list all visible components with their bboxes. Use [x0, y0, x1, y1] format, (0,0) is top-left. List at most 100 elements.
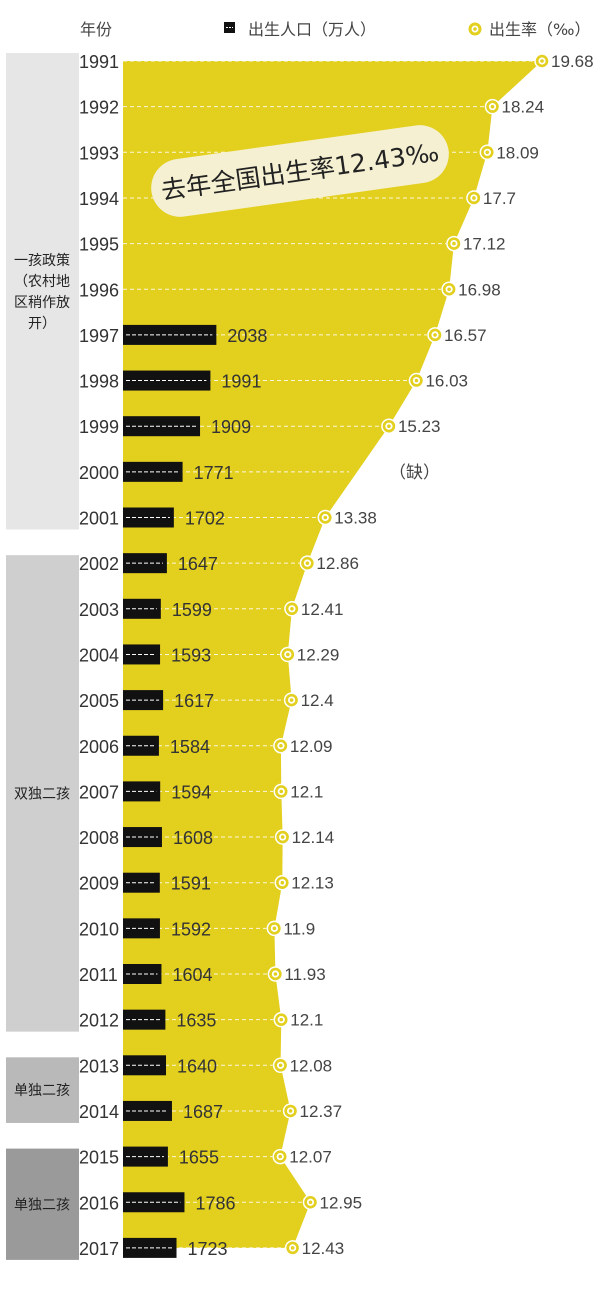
rate-value-label: 13.38: [334, 509, 377, 528]
rate-value-label: 17.7: [483, 189, 516, 208]
year-label: 2017: [79, 1239, 119, 1259]
rate-marker: [446, 235, 462, 252]
population-bar: [123, 416, 201, 437]
rate-marker-dot: [323, 515, 328, 520]
rate-marker: [283, 692, 300, 708]
rate-marker: [282, 1103, 299, 1119]
rate-value-label: 12.08: [290, 1056, 333, 1075]
year-label: 1998: [79, 372, 119, 392]
year-label: 2003: [79, 600, 119, 620]
rate-value-label: 12.1: [290, 782, 323, 801]
policy-band: [6, 1148, 79, 1260]
rate-value-label: 12.4: [301, 691, 334, 710]
rate-value-label: 16.57: [444, 326, 487, 345]
policy-label: 区稍作放: [14, 295, 70, 311]
rate-value-label: 17.12: [463, 235, 506, 254]
rate-marker-dot: [387, 424, 391, 429]
rate-marker: [272, 1057, 289, 1074]
rate-marker: [273, 738, 289, 754]
rate-area-shape: [123, 61, 543, 1248]
population-value-label: 1617: [174, 691, 214, 711]
rate-marker-dot: [289, 698, 294, 702]
population-value-label: 1723: [188, 1239, 228, 1259]
policy-label: 开）: [28, 316, 56, 332]
rate-marker: [441, 281, 457, 297]
rate-marker-dot: [433, 333, 437, 337]
year-label: 1999: [79, 417, 119, 437]
rate-marker: [272, 1148, 288, 1165]
year-label: 2012: [79, 1011, 119, 1031]
rate-value-label: 16.03: [425, 372, 468, 391]
population-value-label: 1584: [170, 737, 210, 757]
rate-marker-dot: [278, 1063, 283, 1068]
rate-marker: [381, 418, 397, 434]
population-value-label: 1702: [185, 509, 225, 529]
year-label: 2008: [79, 828, 119, 848]
rate-marker-dot: [280, 835, 285, 839]
population-value-label: 1687: [183, 1102, 223, 1122]
rate-value-label: 12.43: [302, 1239, 345, 1258]
policy-band: [6, 53, 79, 530]
rate-value-label: 12.41: [301, 600, 344, 619]
year-label: 1994: [79, 189, 119, 209]
rate-marker-dot: [290, 1246, 295, 1250]
year-label: 2005: [79, 691, 119, 711]
rate-marker-dot: [472, 196, 476, 200]
year-label: 1997: [79, 326, 119, 346]
rate-marker-dot: [278, 1154, 283, 1159]
population-value-label: 1599: [172, 600, 212, 620]
rate-marker-dot: [279, 1017, 284, 1022]
rate-legend-label: 出生率（‰）: [489, 20, 590, 39]
year-label: 2009: [79, 874, 119, 894]
year-label: 2001: [79, 509, 119, 529]
rate-marker-dot: [540, 59, 544, 63]
year-label: 2004: [79, 645, 119, 665]
rate-marker-dot: [288, 1109, 293, 1113]
rate-value-label: 12.86: [316, 554, 359, 573]
rate-marker-dot: [447, 287, 451, 292]
rate-marker-dot: [485, 150, 490, 155]
rate-marker: [284, 1240, 301, 1256]
rate-marker: [534, 53, 550, 69]
population-bar: [123, 370, 211, 391]
policy-label: 单独二孩: [14, 1197, 70, 1213]
rate-marker: [427, 327, 443, 343]
rate-marker-dot: [273, 972, 278, 976]
rate-value-label: 19.68: [551, 52, 594, 71]
rate-marker-dot: [272, 926, 277, 931]
policy-label: 双独二孩: [14, 786, 70, 802]
population-value-label: 1991: [221, 372, 261, 392]
population-value-label: 1655: [179, 1148, 219, 1168]
rate-marker-dot: [452, 241, 456, 246]
rate-marker-dot: [490, 104, 495, 109]
rate-marker: [484, 98, 501, 115]
policy-label: 单独二孩: [14, 1083, 70, 1099]
policy-band: [6, 555, 79, 1032]
rate-marker: [284, 601, 300, 617]
year-label: 2015: [79, 1148, 119, 1168]
rate-value-label: 12.09: [290, 737, 333, 756]
population-bar: [123, 1237, 177, 1258]
population-bar: [123, 964, 162, 984]
rate-marker: [274, 874, 291, 891]
population-value-label: 1771: [194, 463, 234, 483]
rate-marker: [408, 372, 425, 389]
rate-marker-dot: [308, 1200, 313, 1205]
rate-value-label: 12.14: [292, 828, 335, 847]
rate-value-label: 18.24: [501, 98, 544, 117]
birth-rate-markers: 19.68 18.24 18.09 17.7 17.12 16.98 16.57 16.03 1…: [266, 52, 594, 1258]
year-label: 1995: [79, 235, 119, 255]
rate-value-label: 12.29: [297, 645, 340, 664]
year-column-header: 年份: [80, 20, 112, 39]
year-labels: 1991 1992 1993 1994 1995 1996 1997 1998 1999 2000…: [79, 52, 119, 1259]
rate-value-label: 15.23: [398, 417, 441, 436]
year-label: 1993: [79, 143, 119, 163]
rate-marker-dot: [286, 652, 290, 657]
population-value-label: 1591: [171, 874, 211, 894]
rate-value-label: 11.9: [283, 919, 315, 938]
population-bar: [123, 690, 164, 711]
year-label: 1996: [79, 280, 119, 300]
rate-marker-dot: [290, 607, 294, 611]
